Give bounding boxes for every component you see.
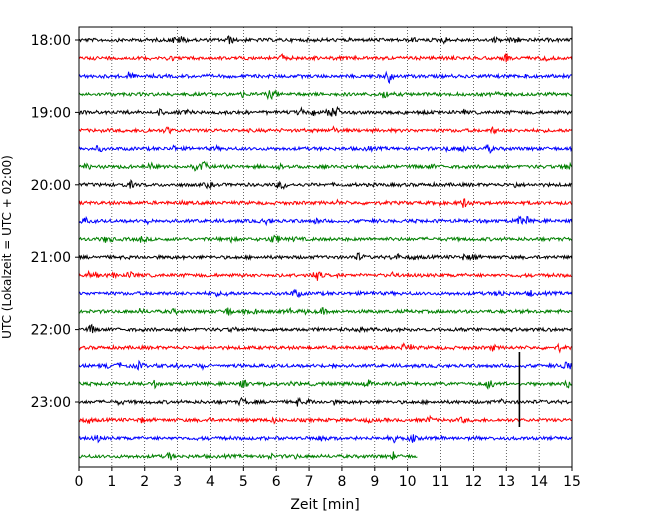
x-tick-label: 11 — [432, 474, 450, 490]
trace-line — [78, 53, 573, 63]
x-tick-label: 10 — [399, 474, 417, 490]
trace-line — [78, 143, 573, 155]
y-axis-label: UTC (Lokalzeit = UTC + 02:00) — [0, 155, 14, 339]
trace-line — [78, 342, 573, 354]
x-tick-label: 7 — [305, 474, 314, 490]
plot-frame — [78, 26, 573, 468]
trace-line — [78, 179, 573, 191]
x-tick-label: 12 — [464, 474, 482, 490]
trace-line — [78, 307, 573, 316]
trace-line — [78, 414, 572, 425]
trace-line — [78, 434, 573, 444]
trace-line — [78, 288, 573, 298]
trace-line — [78, 125, 573, 135]
y-tick-label: 18:00 — [31, 33, 71, 49]
trace-line — [78, 396, 573, 407]
x-tick-label: 1 — [107, 474, 116, 490]
trace-line — [78, 379, 573, 390]
trace-line — [78, 35, 573, 45]
y-tick-label: 19:00 — [31, 105, 71, 121]
trace-line — [78, 451, 418, 461]
vertical-grid — [111, 27, 540, 467]
x-tick-label: 2 — [140, 474, 149, 490]
x-tick-label: 15 — [563, 474, 581, 490]
trace-line — [78, 251, 573, 262]
trace-line — [78, 234, 573, 244]
x-tick-label: 4 — [206, 474, 215, 490]
trace-line — [78, 105, 573, 117]
x-tick-label: 9 — [370, 474, 379, 490]
x-tick-label: 6 — [272, 474, 281, 490]
trace-line — [78, 215, 573, 227]
trace-line — [78, 359, 573, 372]
x-tick-label: 0 — [75, 474, 84, 490]
x-tick-label: 3 — [173, 474, 182, 490]
x-tick-label: 8 — [337, 474, 346, 490]
y-tick-label: 20:00 — [31, 178, 71, 194]
trace-line — [78, 323, 572, 334]
x-axis-label: Zeit [min] — [290, 497, 359, 513]
trace-line — [78, 269, 572, 281]
y-tick-label: 23:00 — [31, 395, 71, 411]
y-tick-label: 22:00 — [31, 323, 71, 339]
trace-line — [78, 198, 573, 208]
x-tick-label: 5 — [239, 474, 248, 490]
trace-group — [78, 35, 573, 461]
trace-line — [78, 160, 573, 172]
x-axis: 0 1 2 3 4 5 6 7 8 9 10 11 12 13 14 15 — [75, 467, 581, 490]
trace-line — [78, 89, 573, 101]
x-tick-label: 14 — [530, 474, 548, 490]
y-tick-label: 21:00 — [31, 250, 71, 266]
trace-line — [78, 70, 573, 85]
x-tick-label: 13 — [497, 474, 515, 490]
y-axis: 18:00 19:00 20:00 21:00 22:00 23:00 — [31, 33, 79, 411]
